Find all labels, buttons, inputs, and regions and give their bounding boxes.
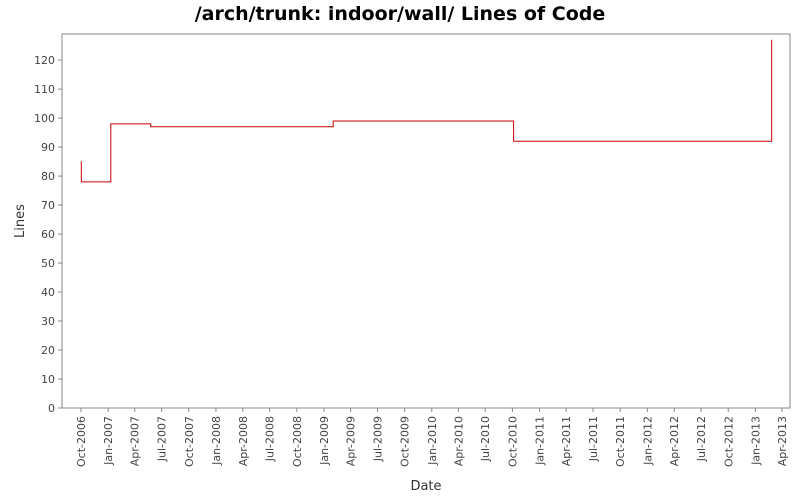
x-tick-label: Jan-2009 [318,416,331,466]
y-tick-label: 120 [34,54,55,67]
x-tick-label: Apr-2012 [668,416,681,466]
x-tick-label: Apr-2009 [345,416,358,466]
y-tick-label: 100 [34,112,55,125]
x-tick-label: Oct-2007 [183,416,196,467]
x-tick-label: Apr-2007 [129,416,142,466]
x-tick-label: Jan-2012 [641,416,654,466]
y-tick-label: 20 [41,344,55,357]
y-tick-label: 40 [41,286,55,299]
x-axis-ticks: Oct-2006 Jan-2007 Apr-2007 Jul-2007 Oct-2007… [75,408,789,467]
x-tick-label: Apr-2011 [560,416,573,466]
x-tick-label: Jul-2011 [587,416,600,462]
chart-title: /arch/trunk: indoor/wall/ Lines of Code [195,3,606,25]
y-axis-label: Lines [13,204,28,238]
y-tick-label: 10 [41,373,55,386]
plot-area [61,33,791,409]
y-tick-label: 80 [41,170,55,183]
x-tick-label: Jul-2007 [156,416,169,462]
x-tick-label: Oct-2010 [506,416,519,467]
series-line-lines [80,39,773,183]
x-tick-label: Apr-2008 [237,416,250,466]
y-tick-label: 30 [41,315,55,328]
y-tick-label: 90 [41,141,55,154]
x-tick-label: Oct-2011 [614,416,627,467]
y-tick-label: 0 [48,402,55,415]
x-tick-label: Oct-2012 [722,416,735,467]
x-tick-label: Apr-2013 [776,416,789,466]
x-tick-label: Jan-2010 [426,416,439,466]
x-tick-label: Jan-2013 [749,416,762,466]
y-tick-label: 50 [41,257,55,270]
x-axis-label: Date [410,479,441,494]
x-tick-label: Jul-2010 [479,416,492,462]
y-tick-label: 110 [34,83,55,96]
x-tick-label: Jul-2008 [264,416,277,462]
y-tick-label: 60 [41,228,55,241]
x-tick-label: Oct-2009 [399,416,412,467]
x-tick-label: Jan-2008 [210,416,223,466]
x-tick-label: Jul-2012 [695,416,708,462]
x-tick-label: Oct-2006 [75,416,88,467]
x-tick-label: Jul-2009 [371,416,384,462]
x-tick-label: Jan-2011 [534,416,547,466]
x-tick-label: Apr-2010 [452,416,465,466]
x-tick-label: Jan-2007 [102,416,115,466]
y-axis-ticks: 0 10 20 30 40 50 60 70 80 90 100 110 120 [34,54,62,415]
x-tick-label: Oct-2008 [291,416,304,467]
y-tick-label: 70 [41,199,55,212]
